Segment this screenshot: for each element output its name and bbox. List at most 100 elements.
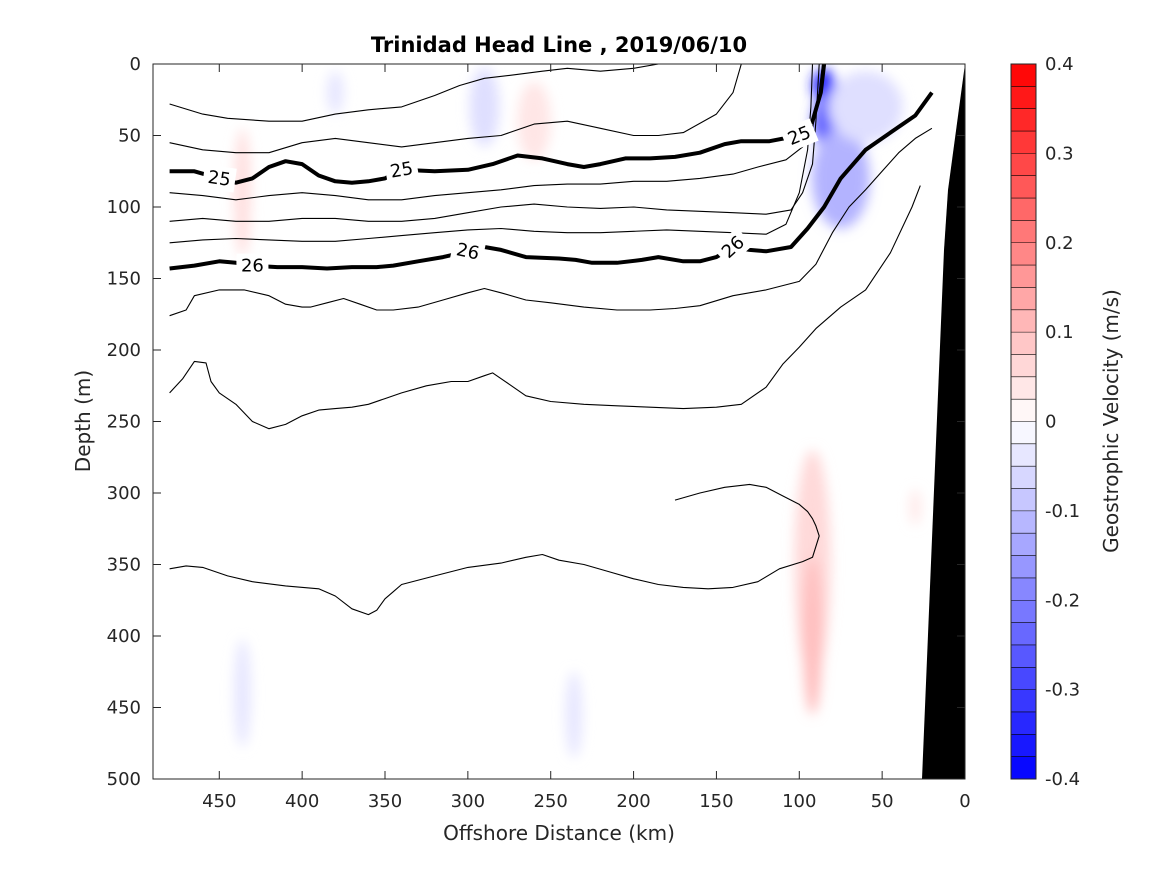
colorbar-segment [1011,108,1036,132]
contour-label-background [201,164,237,193]
density-contour [169,127,933,317]
colorbar-segment [1011,287,1036,311]
colorbar-segment [1011,667,1036,691]
colorbar-segment [1011,711,1036,735]
density-contour [169,64,659,122]
velocity-patch [565,671,583,758]
colorbar-segment [1011,175,1036,199]
velocity-patch [469,67,500,147]
colorbar-segment [1011,510,1036,534]
density-contour [169,64,742,154]
contour-label-background [449,236,487,267]
velocity-patch [802,557,823,715]
colorbar-segment [1011,689,1036,713]
colorbar-segment [1011,220,1036,244]
colorbar-tick-label: 0.4 [1045,54,1074,75]
contour-label-background [383,155,420,185]
colorbar-segment [1011,265,1036,288]
x-tick-label: 100 [782,791,816,812]
colorbar-tick-label: 0.1 [1045,322,1074,343]
velocity-patch [234,639,251,747]
velocity-patch [517,81,551,161]
y-tick-label: 200 [107,340,141,361]
colorbar-segment [1011,443,1036,467]
density-contour [169,64,824,201]
colorbar-segment [1011,421,1036,445]
contour-label-background [779,118,819,153]
y-axis-label: Depth (m) [71,370,95,472]
colorbar-tick-label: -0.4 [1045,769,1080,790]
velocity-patch [234,128,251,258]
colorbar-segment [1011,354,1036,378]
colorbar-segment [1011,399,1036,422]
colorbar: 0.4 0.3 0.2 0.1 0 -0.1 -0.2 -0.3 -0.4 [1010,54,1080,790]
colorbar-segment [1011,622,1036,646]
colorbar-segment [1011,131,1036,154]
colorbar-tick-label: 0 [1045,412,1056,433]
velocity-patch [828,71,903,143]
colorbar-segment [1011,756,1036,780]
colorbar-segment [1011,488,1036,512]
density-contour [169,185,921,430]
x-tick-label: 0 [959,791,970,812]
density-contour [169,64,814,244]
colorbar-segment [1011,332,1036,355]
y-tick-label: 0 [130,54,141,75]
colorbar-segment [1011,466,1036,490]
density-contour-labeled [169,91,934,271]
y-tick-label: 100 [107,197,141,218]
colorbar-frame [1010,63,1037,780]
contour-label: 26 [454,239,481,264]
y-tick-label: 150 [107,269,141,290]
x-tick-label: 450 [202,791,236,812]
y-tick-label: 50 [118,126,141,147]
y-axis: 0 50 100 150 200 250 300 350 400 450 500 [107,54,965,790]
colorbar-segment [1011,555,1036,579]
colorbar-segment [1011,86,1036,110]
colorbar-segment [1011,600,1036,624]
colorbar-tick-label: 0.3 [1045,143,1074,164]
contour-label: 25 [206,167,232,191]
x-tick-label: 350 [368,791,402,812]
colorbar-label: Geostrophic Velocity (m/s) [1099,289,1123,553]
colorbar-tick-label: -0.3 [1045,680,1080,701]
colorbar-segment [1011,64,1036,87]
x-tick-label: 200 [616,791,650,812]
colorbar-segment [1011,242,1036,266]
x-tick-label: 150 [699,791,733,812]
colorbar-segment [1011,153,1036,177]
y-tick-label: 400 [107,626,141,647]
y-tick-label: 450 [107,698,141,719]
x-tick-label: 250 [534,791,568,812]
colorbar-segment [1011,577,1036,601]
colorbar-segment [1011,644,1036,668]
colorbar-tick-label: 0.2 [1045,233,1074,254]
contour-label: 26 [241,256,264,277]
velocity-patch [910,489,921,526]
colorbar-segment [1011,376,1036,400]
y-tick-label: 300 [107,483,141,504]
y-tick-label: 250 [107,412,141,433]
density-contour-labeled [169,64,827,185]
velocity-patch [327,71,344,115]
y-tick-label: 350 [107,555,141,576]
contour-label-background [713,227,753,267]
x-tick-label: 400 [285,791,319,812]
colorbar-segment [1011,309,1036,333]
x-axis: 450 400 350 300 250 200 150 100 50 0 [202,64,971,812]
y-tick-label: 500 [107,769,141,790]
x-tick-label: 50 [871,791,894,812]
colorbar-segment [1011,198,1036,221]
colorbar-segment [1011,734,1036,758]
colorbar-segment [1011,533,1036,557]
x-axis-label: Offshore Distance (km) [443,821,675,845]
density-contour [169,483,820,616]
contour-label-background [236,253,269,278]
contour-label: 25 [389,158,415,183]
colorbar-tick-label: -0.2 [1045,590,1080,611]
seafloor-bathymetry [922,64,965,779]
x-tick-label: 300 [451,791,485,812]
colorbar-tick-label: -0.1 [1045,501,1080,522]
